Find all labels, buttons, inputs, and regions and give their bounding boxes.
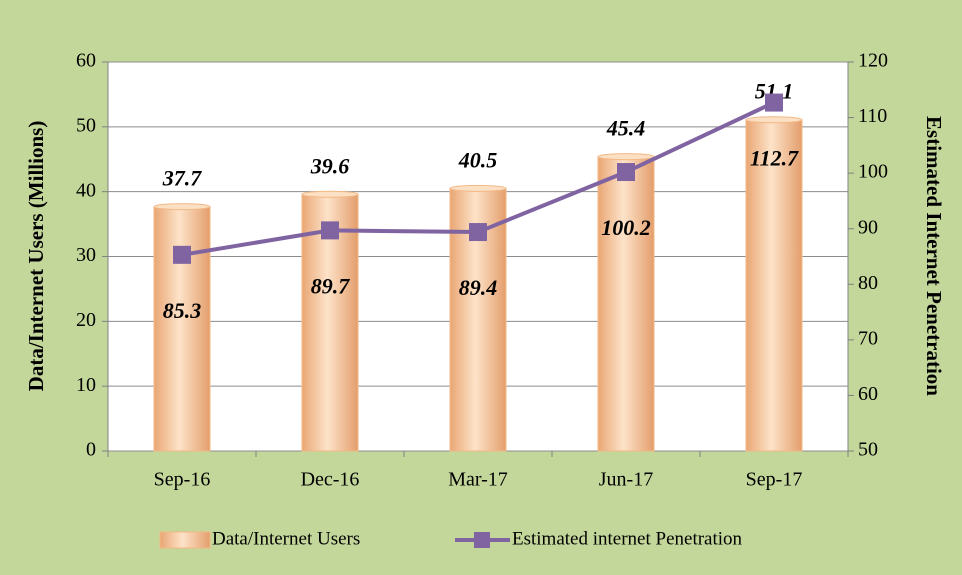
data-label: 89.7 [311,273,351,298]
y-tick-label: 10 [76,374,96,396]
bar [153,206,211,452]
data-label: 40.5 [458,147,498,172]
x-tick-label: Jun-17 [599,469,653,491]
data-label: 100.2 [601,215,651,240]
data-label: 112.7 [750,146,799,171]
legend-swatch [159,531,211,549]
legend-marker [474,532,490,548]
y-tick-label: 20 [76,309,96,331]
y-axis-title: Data/Internet Users (Millions) [24,121,48,392]
marker [469,223,487,242]
x-tick-label: Dec-16 [301,469,360,491]
y2-tick-label: 60 [858,383,878,405]
marker [321,221,339,240]
y-tick-label: 0 [86,439,96,461]
data-label: 39.6 [310,153,350,178]
legend-label: Data/Internet Users [212,528,360,549]
bar-top [597,153,655,161]
y2-tick-label: 120 [858,50,888,72]
y2-tick-label: 50 [858,439,878,461]
data-label: 85.3 [163,298,202,323]
y2-axis-title: Estimated Internet Penetration [922,116,946,396]
marker [617,163,635,182]
y-tick-label: 30 [76,244,96,266]
y2-tick-label: 100 [858,161,888,183]
y-tick-label: 60 [76,50,96,72]
marker [173,245,191,264]
x-tick-label: Sep-17 [746,469,803,491]
data-label: 45.4 [606,116,646,141]
x-tick-label: Sep-16 [154,469,211,491]
data-label: 89.4 [459,275,498,300]
bar-top [153,203,211,211]
bar [745,119,803,452]
x-tick-label: Mar-17 [448,469,508,491]
y2-tick-label: 110 [858,105,887,127]
bar-top [449,184,507,192]
legend-label: Estimated internet Penetration [512,528,743,549]
y2-tick-label: 80 [858,272,878,294]
bar-top [301,190,359,198]
y2-tick-label: 90 [858,216,878,238]
marker [765,93,783,112]
bar [597,156,655,452]
data-label: 37.7 [162,166,203,191]
y-tick-label: 40 [76,179,96,201]
bar-top [745,116,803,124]
y-tick-label: 50 [76,114,96,136]
y2-tick-label: 70 [858,327,878,349]
